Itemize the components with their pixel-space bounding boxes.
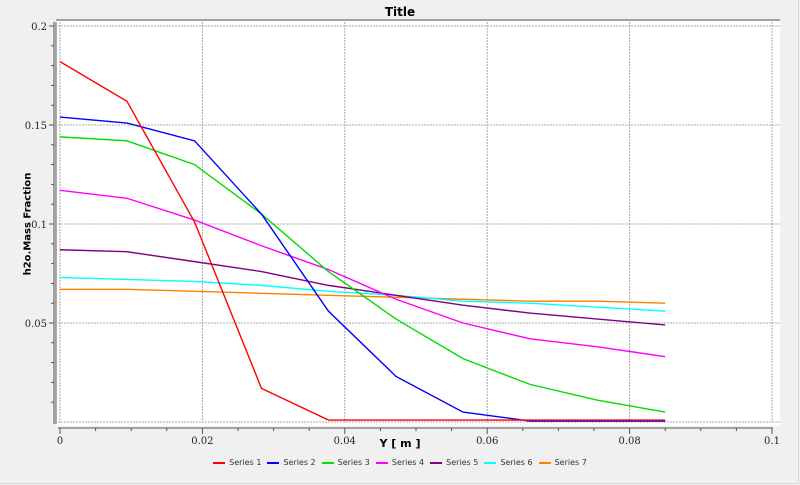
y-tick-label: 0.2 — [31, 22, 47, 33]
legend-item: Series 1 — [213, 458, 261, 467]
legend-swatch — [213, 461, 226, 464]
grid — [58, 22, 780, 423]
y-tick-label: 0.05 — [25, 319, 47, 330]
legend: Series 1 Series 2 Series 3 Series 4 Series 5… — [0, 458, 800, 467]
x-axis: 0 0.02 0.04 0.06 0.08 0.1 — [57, 427, 780, 447]
y-tick-label: 0.1 — [31, 220, 47, 231]
x-tick-label: 0 — [57, 436, 63, 447]
y-tick-label: 0.15 — [25, 121, 47, 132]
series-line-series-6 — [59, 276, 666, 312]
x-tick-label: 0.04 — [334, 436, 356, 447]
legend-item: Series 5 — [430, 458, 478, 467]
legend-item: Series 3 — [321, 458, 370, 467]
legend-swatch — [484, 461, 497, 464]
legend-label: Series 6 — [500, 458, 533, 467]
x-tick-label: 0.08 — [618, 436, 640, 447]
legend-swatch — [538, 461, 551, 464]
x-tick-label: 0.02 — [191, 436, 213, 447]
series-lines — [59, 61, 666, 422]
series-line-series-5 — [59, 249, 666, 326]
chart-title: Title — [384, 5, 416, 19]
legend-label: Series 2 — [283, 458, 316, 467]
series-line-series-4 — [59, 189, 666, 358]
x-tick-label: 0.06 — [476, 436, 498, 447]
legend-swatch — [267, 461, 280, 464]
legend-item: Series 6 — [484, 458, 533, 467]
legend-label: Series 1 — [229, 458, 262, 467]
x-axis-label: Y [ m ] — [379, 437, 421, 450]
series-line-series-7 — [60, 288, 666, 304]
series-line-series-2 — [59, 116, 666, 422]
legend-swatch — [321, 461, 334, 464]
legend-item: Series 2 — [267, 458, 316, 467]
series-line-series-1 — [59, 61, 666, 421]
plot-background — [56, 20, 780, 426]
y-axis: 0.05 0.1 0.15 0.2 — [25, 22, 57, 424]
legend-label: Series 7 — [554, 458, 587, 467]
legend-item: Series 4 — [375, 458, 425, 467]
legend-label: Series 4 — [391, 458, 425, 467]
x-tick-label: 0.1 — [764, 436, 780, 447]
legend-label: Series 5 — [446, 458, 479, 467]
legend-label: Series 3 — [337, 458, 370, 467]
legend-item: Series 7 — [538, 458, 587, 467]
legend-swatch — [430, 461, 443, 464]
series-line-series-3 — [59, 136, 666, 413]
legend-swatch — [375, 461, 388, 464]
